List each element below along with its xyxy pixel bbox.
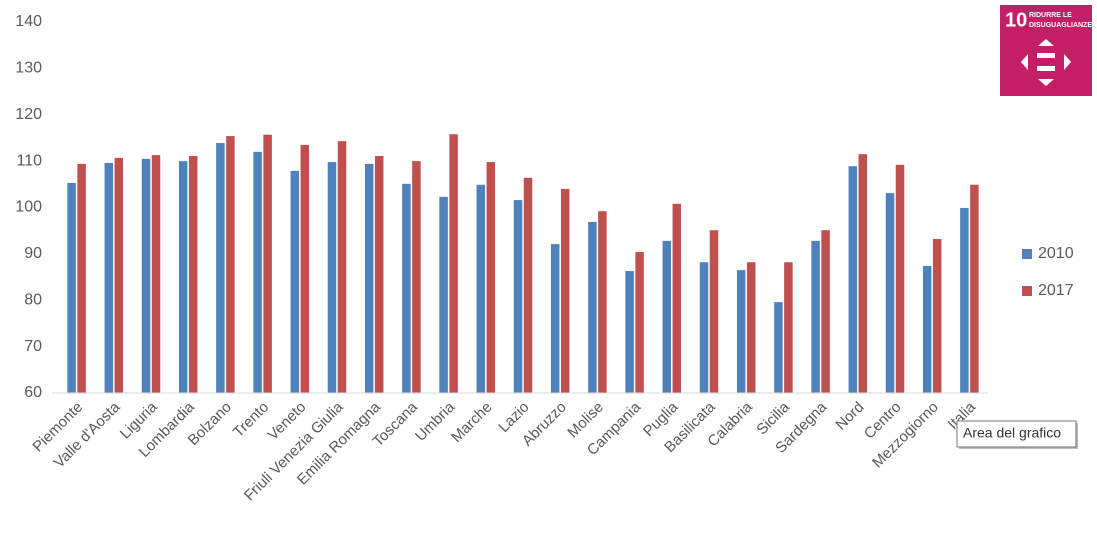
bar — [141, 158, 151, 393]
bar — [374, 156, 384, 393]
y-tick-label: 130 — [15, 60, 42, 77]
logo-text: RIDURRE LE — [1029, 12, 1072, 19]
y-tick-label: 90 — [24, 245, 42, 262]
logo-icon — [1038, 79, 1054, 86]
legend-label: 2017 — [1038, 282, 1074, 299]
bar — [449, 134, 458, 394]
bar — [114, 157, 124, 393]
bar — [290, 170, 300, 393]
bar — [672, 203, 682, 393]
bar — [922, 265, 932, 393]
bar — [188, 156, 198, 393]
bar — [960, 207, 969, 393]
y-tick-label: 140 — [15, 13, 42, 30]
bar — [821, 230, 830, 393]
bar — [104, 162, 114, 393]
y-tick-label: 60 — [24, 384, 42, 401]
bar — [709, 230, 719, 393]
logo-text: DISUGUAGLIANZE — [1029, 22, 1092, 29]
y-tick-label: 110 — [16, 152, 42, 169]
bar — [699, 262, 709, 393]
bar — [625, 271, 634, 393]
bar — [932, 239, 942, 393]
logo-icon — [1037, 66, 1055, 71]
legend-label: 2010 — [1038, 245, 1074, 262]
bar — [598, 211, 607, 393]
bar — [412, 161, 421, 393]
bar — [858, 154, 868, 393]
tooltip: Area del grafico — [956, 420, 1078, 449]
bar — [327, 162, 337, 393]
bar — [486, 162, 496, 393]
bar — [895, 164, 905, 393]
bar — [811, 240, 820, 393]
bar — [263, 134, 272, 393]
bar — [885, 193, 895, 393]
y-tick-label: 100 — [15, 199, 42, 216]
legend-swatch — [1022, 286, 1032, 296]
logo-icon — [1021, 54, 1028, 70]
bar — [337, 141, 347, 393]
bar — [364, 163, 374, 393]
bar — [970, 184, 979, 393]
bar — [560, 188, 570, 393]
bar — [848, 166, 858, 393]
tooltip-box — [956, 420, 1077, 448]
bar — [476, 184, 486, 393]
bar — [523, 177, 533, 393]
logo-icon — [1037, 53, 1055, 58]
bar — [774, 302, 783, 393]
logo-number: 10 — [1005, 9, 1027, 31]
sdg-logo: 10 RIDURRE LE DISUGUAGLIANZE — [1000, 5, 1092, 96]
bar — [77, 163, 86, 393]
y-tick-label: 80 — [24, 291, 42, 308]
bar — [513, 200, 523, 393]
x-tick-label: Marche — [448, 399, 495, 446]
bar — [151, 155, 161, 393]
bar — [635, 252, 644, 393]
bar — [439, 196, 448, 393]
bar — [216, 143, 225, 393]
bar — [550, 244, 560, 393]
bar — [588, 221, 597, 393]
bar — [662, 240, 672, 393]
logo-icon — [1038, 39, 1054, 46]
bar — [736, 270, 746, 393]
bar — [253, 151, 262, 393]
y-tick-label: 120 — [15, 106, 42, 123]
bar — [226, 136, 235, 393]
bar — [746, 262, 756, 393]
logo-icon — [1064, 54, 1071, 70]
bar — [178, 161, 188, 393]
bar — [67, 182, 76, 393]
legend-swatch — [1022, 249, 1032, 259]
bar — [402, 183, 411, 393]
bar — [784, 262, 793, 393]
bar — [300, 144, 310, 393]
tooltip-text: Area del grafico — [963, 425, 1061, 441]
y-tick-label: 70 — [24, 338, 42, 355]
